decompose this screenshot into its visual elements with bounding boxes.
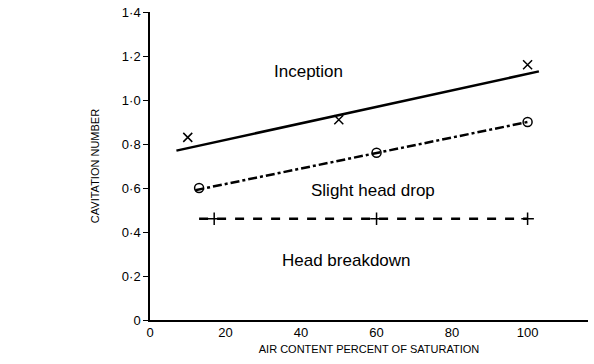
svg-text:1·0: 1·0	[122, 93, 141, 108]
svg-text:40: 40	[294, 325, 308, 340]
svg-text:CAVITATION NUMBER: CAVITATION NUMBER	[89, 109, 101, 223]
svg-text:Inception: Inception	[274, 62, 343, 81]
svg-text:0: 0	[133, 313, 140, 328]
svg-text:80: 80	[445, 325, 459, 340]
svg-text:0·6: 0·6	[122, 181, 141, 196]
svg-text:Head breakdown: Head breakdown	[282, 251, 411, 270]
svg-text:100: 100	[517, 325, 539, 340]
svg-text:0·4: 0·4	[122, 225, 141, 240]
svg-text:0·2: 0·2	[122, 269, 141, 284]
svg-text:0: 0	[146, 325, 153, 340]
svg-text:20: 20	[218, 325, 232, 340]
svg-text:0·8: 0·8	[122, 137, 141, 152]
svg-text:Slight head drop: Slight head drop	[311, 181, 435, 200]
svg-text:1·4: 1·4	[122, 5, 141, 20]
svg-text:AIR CONTENT PERCENT OF SATURAT: AIR CONTENT PERCENT OF SATURATION	[259, 343, 479, 355]
svg-text:1·2: 1·2	[122, 49, 141, 64]
svg-text:60: 60	[369, 325, 383, 340]
